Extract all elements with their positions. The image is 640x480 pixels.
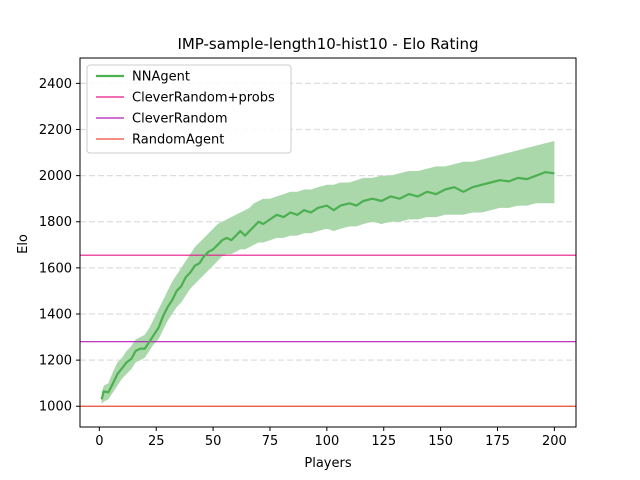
y-tick-label-2400: 2400 <box>39 77 72 92</box>
x-tick-label-175: 175 <box>485 434 510 449</box>
x-axis-title: Players <box>304 456 351 471</box>
x-tick-label-125: 125 <box>371 434 396 449</box>
x-tick-label-0: 0 <box>95 434 103 449</box>
x-tick-label-100: 100 <box>314 434 339 449</box>
series-line-layer <box>100 171 555 400</box>
legend-label-1: CleverRandom+probs <box>132 91 275 106</box>
legend-label-3: RandomAgent <box>132 133 224 148</box>
y-tick-label-2000: 2000 <box>39 169 72 184</box>
y-tick-label-1000: 1000 <box>39 400 72 415</box>
x-tick-label-75: 75 <box>262 434 279 449</box>
legend-box <box>86 64 292 154</box>
legend-label-2: CleverRandom <box>132 112 228 127</box>
y-axis-ticks: 1000 1200 1400 1600 1800 2000 2200 2400 <box>39 77 80 415</box>
confidence-band-layer <box>101 141 555 404</box>
chart-title: IMP-sample-length10-hist10 - Elo Rating <box>177 35 478 53</box>
y-axis-title: Elo <box>16 234 31 254</box>
plot-frame <box>79 57 577 428</box>
legend: NNAgent CleverRandom+probs CleverRandom Ran… <box>86 64 292 154</box>
nnagent-confidence-band <box>101 141 555 404</box>
y-tick-label-1200: 1200 <box>39 354 72 369</box>
nnagent-line <box>100 171 555 400</box>
x-tick-label-150: 150 <box>428 434 453 449</box>
legend-label-0: NNAgent <box>132 70 190 85</box>
x-axis-ticks: 0 25 50 75 100 125 150 175 200 <box>95 427 567 449</box>
y-tick-label-1400: 1400 <box>39 307 72 322</box>
baseline-lines-layer <box>80 254 576 407</box>
y-tick-label-1600: 1600 <box>39 261 72 276</box>
y-tick-label-1800: 1800 <box>39 215 72 230</box>
x-tick-label-50: 50 <box>205 434 222 449</box>
x-tick-label-25: 25 <box>148 434 165 449</box>
y-tick-label-2200: 2200 <box>39 123 72 138</box>
x-tick-label-200: 200 <box>542 434 567 449</box>
